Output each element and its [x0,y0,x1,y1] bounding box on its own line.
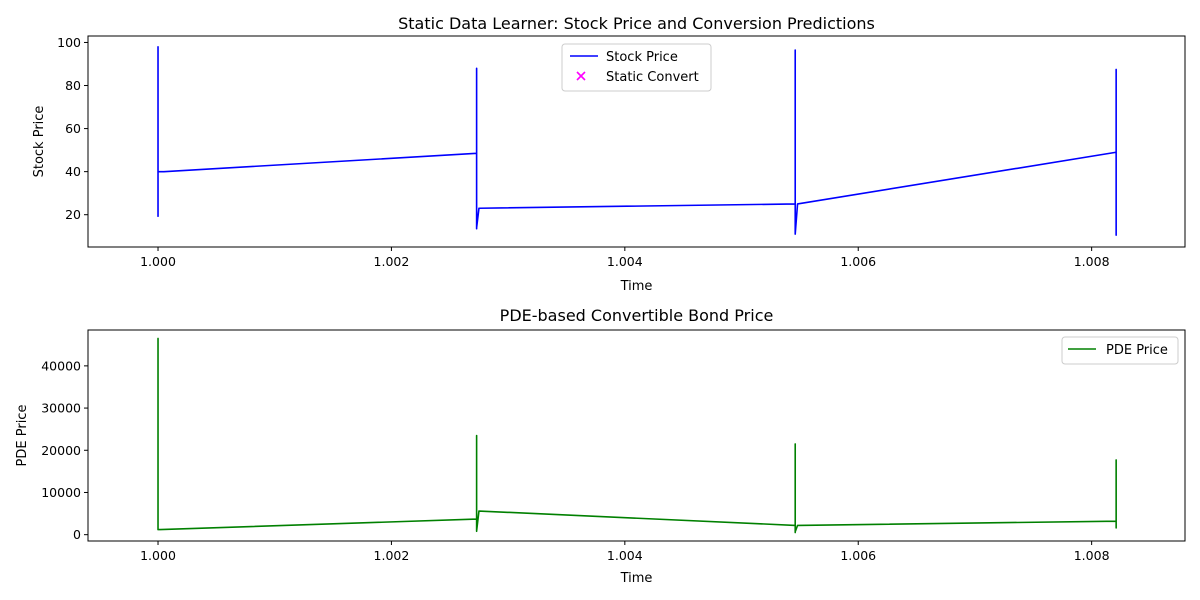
series-line [157,45,1117,236]
chart-title: PDE-based Convertible Bond Price [500,306,774,325]
stock-price-chart: Static Data Learner: Stock Price and Con… [32,14,1186,294]
x-tick-label: 1.000 [140,254,176,269]
legend: Stock Price Static Convert [561,43,712,92]
y-tick-label: 10000 [41,485,81,500]
legend-frame [561,43,712,92]
pde-price-chart: PDE-based Convertible Bond Price 1.000 1.… [15,306,1186,586]
y-tick-label: 60 [65,121,81,136]
y-axis-ticks: 0 10000 20000 30000 40000 [41,358,88,542]
chart-title: Static Data Learner: Stock Price and Con… [398,14,875,33]
legend-entry-stock-price: Stock Price [606,50,678,65]
x-tick-label: 1.006 [840,254,876,269]
legend-frame [1061,336,1179,365]
x-axis-ticks: 1.000 1.002 1.004 1.006 1.008 [140,247,1110,269]
series-layer [157,337,1117,534]
x-axis-label: Time [620,279,653,294]
y-axis-label: Stock Price [32,106,47,178]
y-axis-ticks: 20 40 60 80 100 [57,35,88,222]
legend-entry-pde-price: PDE Price [1106,343,1168,358]
y-tick-label: 20 [65,207,81,222]
legend-marker-static-convert [576,71,586,81]
x-tick-label: 1.004 [607,254,643,269]
y-tick-label: 0 [73,527,81,542]
y-tick-label: 40000 [41,358,81,373]
series-layer [157,45,1117,236]
y-tick-label: 30000 [41,401,81,416]
x-axis-label: Time [620,571,653,586]
x-tick-label: 1.002 [374,548,410,563]
y-tick-label: 20000 [41,443,81,458]
x-axis-ticks: 1.000 1.002 1.004 1.006 1.008 [140,541,1110,563]
y-tick-label: 40 [65,164,81,179]
x-tick-label: 1.002 [374,254,410,269]
x-tick-label: 1.000 [140,548,176,563]
y-tick-label: 80 [65,78,81,93]
x-tick-label: 1.004 [607,548,643,563]
plot-area [87,329,1186,542]
x-tick-label: 1.006 [840,548,876,563]
x-tick-label: 1.008 [1074,548,1110,563]
legend: PDE Price [1061,336,1179,365]
x-tick-label: 1.008 [1074,254,1110,269]
series-line [157,337,1117,534]
y-tick-label: 100 [57,35,81,50]
legend-entry-static-convert: Static Convert [606,70,699,85]
y-axis-label: PDE Price [15,405,30,467]
